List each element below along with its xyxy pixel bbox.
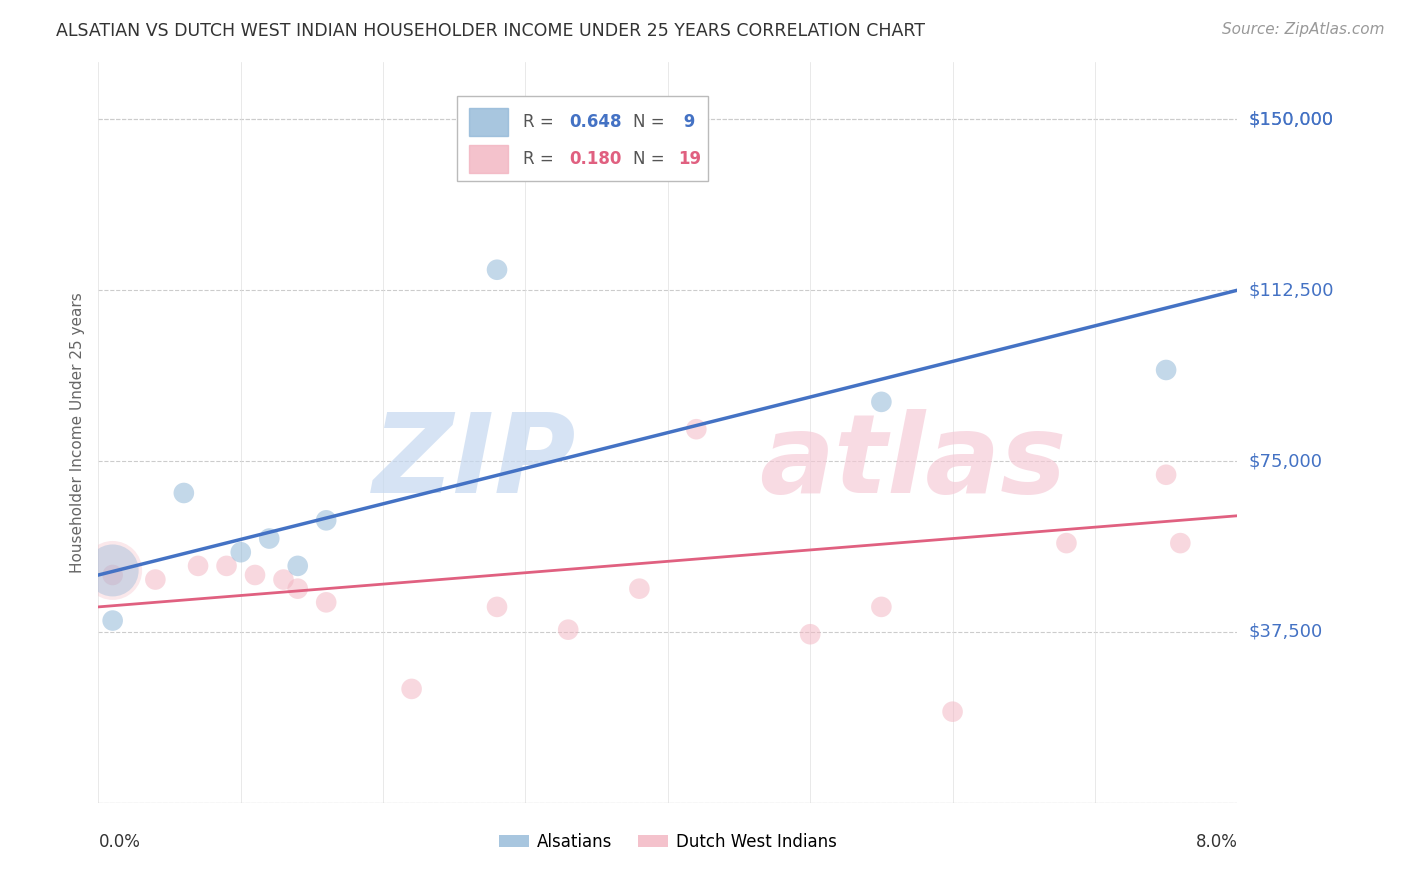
Point	[486, 262, 509, 277]
Point	[315, 595, 337, 609]
Text: atlas: atlas	[759, 409, 1066, 516]
Point	[315, 513, 337, 527]
Legend: Alsatians, Dutch West Indians: Alsatians, Dutch West Indians	[492, 826, 844, 857]
Text: 19: 19	[678, 150, 702, 168]
Point	[101, 564, 124, 578]
Text: Source: ZipAtlas.com: Source: ZipAtlas.com	[1222, 22, 1385, 37]
Point	[173, 486, 195, 500]
Point	[942, 705, 965, 719]
Point	[187, 558, 209, 573]
Text: 8.0%: 8.0%	[1195, 833, 1237, 851]
FancyBboxPatch shape	[457, 95, 707, 181]
Text: $37,500: $37,500	[1249, 623, 1323, 641]
Point	[486, 599, 509, 614]
Point	[870, 395, 893, 409]
Point	[229, 545, 252, 559]
Point	[215, 558, 238, 573]
Point	[401, 681, 423, 696]
Text: $75,000: $75,000	[1249, 452, 1323, 470]
Bar	[468, 145, 509, 173]
Text: R =: R =	[523, 150, 560, 168]
Text: N =: N =	[633, 112, 669, 130]
Point	[1154, 467, 1177, 482]
Point	[101, 564, 124, 578]
Point	[145, 573, 167, 587]
Point	[273, 573, 295, 587]
Point	[799, 627, 821, 641]
Point	[628, 582, 651, 596]
Text: 9: 9	[678, 112, 696, 130]
Text: 0.648: 0.648	[569, 112, 621, 130]
Point	[243, 568, 266, 582]
Text: ALSATIAN VS DUTCH WEST INDIAN HOUSEHOLDER INCOME UNDER 25 YEARS CORRELATION CHAR: ALSATIAN VS DUTCH WEST INDIAN HOUSEHOLDE…	[56, 22, 925, 40]
Point	[870, 599, 893, 614]
Point	[685, 422, 707, 436]
Text: N =: N =	[633, 150, 669, 168]
Text: $150,000: $150,000	[1249, 111, 1333, 128]
Point	[1056, 536, 1078, 550]
Point	[287, 558, 309, 573]
Text: $150,000: $150,000	[1249, 111, 1333, 128]
Point	[1170, 536, 1192, 550]
Bar	[468, 108, 509, 136]
Text: 0.180: 0.180	[569, 150, 621, 168]
Point	[259, 532, 281, 546]
Text: 0.0%: 0.0%	[98, 833, 141, 851]
Y-axis label: Householder Income Under 25 years: Householder Income Under 25 years	[69, 293, 84, 573]
Text: $112,500: $112,500	[1249, 281, 1334, 299]
Text: ZIP: ZIP	[373, 409, 576, 516]
Point	[101, 568, 124, 582]
Point	[557, 623, 579, 637]
Point	[101, 614, 124, 628]
Point	[1154, 363, 1177, 377]
Text: R =: R =	[523, 112, 560, 130]
Point	[287, 582, 309, 596]
